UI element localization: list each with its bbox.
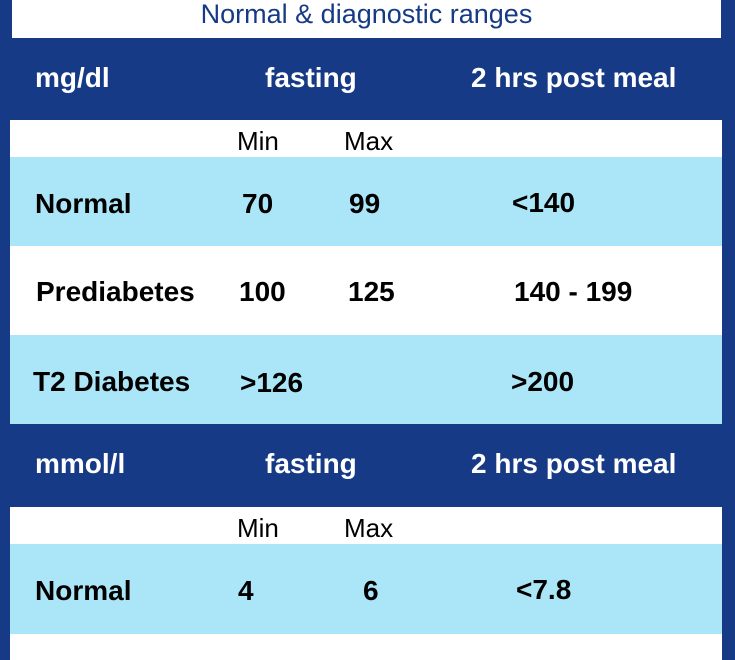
table-row: Normal 4 6 <7.8 <box>10 544 722 634</box>
fasting-header: fasting <box>265 62 357 93</box>
fasting-min-value: >126 <box>240 367 304 398</box>
post-meal-header: 2 hrs post meal <box>471 448 677 479</box>
table-row <box>10 634 722 660</box>
unit-label: mg/dl <box>35 62 110 93</box>
fasting-max-value: 99 <box>349 188 381 219</box>
fasting-min-value: 70 <box>242 188 274 219</box>
post-meal-header: 2 hrs post meal <box>471 62 677 93</box>
post-meal-value: >200 <box>511 366 575 397</box>
unit-label: mmol/l <box>35 448 126 479</box>
fasting-max-value: 6 <box>363 575 379 606</box>
min-label: Min <box>237 126 279 156</box>
min-label: Min <box>237 513 279 543</box>
minmax-subheader: Min Max <box>10 120 722 157</box>
fasting-max-value: 125 <box>348 276 395 307</box>
row-label: Normal <box>35 575 132 606</box>
minmax-subheader: Min Max <box>10 507 722 544</box>
fasting-min-value: 4 <box>238 575 254 606</box>
fasting-min-value: 100 <box>239 276 286 307</box>
title-bar: Normal & diagnostic ranges <box>12 0 721 38</box>
table-row: T2 Diabetes >126 >200 <box>10 335 722 424</box>
table-row: Prediabetes 100 125 140 - 199 <box>10 246 722 335</box>
table-title: Normal & diagnostic ranges <box>200 0 533 29</box>
post-meal-value: 140 - 199 <box>514 276 633 307</box>
row-label: T2 Diabetes <box>33 366 191 397</box>
post-meal-value: <140 <box>512 187 576 218</box>
section-header-mmol: mmol/l fasting 2 hrs post meal <box>0 424 735 504</box>
row-label: Prediabetes <box>36 276 195 307</box>
post-meal-value: <7.8 <box>516 574 572 605</box>
row-label: Normal <box>35 188 132 219</box>
section-header-mgdl: mg/dl fasting 2 hrs post meal <box>0 38 735 118</box>
max-label: Max <box>344 513 394 543</box>
fasting-header: fasting <box>265 448 357 479</box>
table-row: Normal 70 99 <140 <box>10 157 722 246</box>
max-label: Max <box>344 126 394 156</box>
